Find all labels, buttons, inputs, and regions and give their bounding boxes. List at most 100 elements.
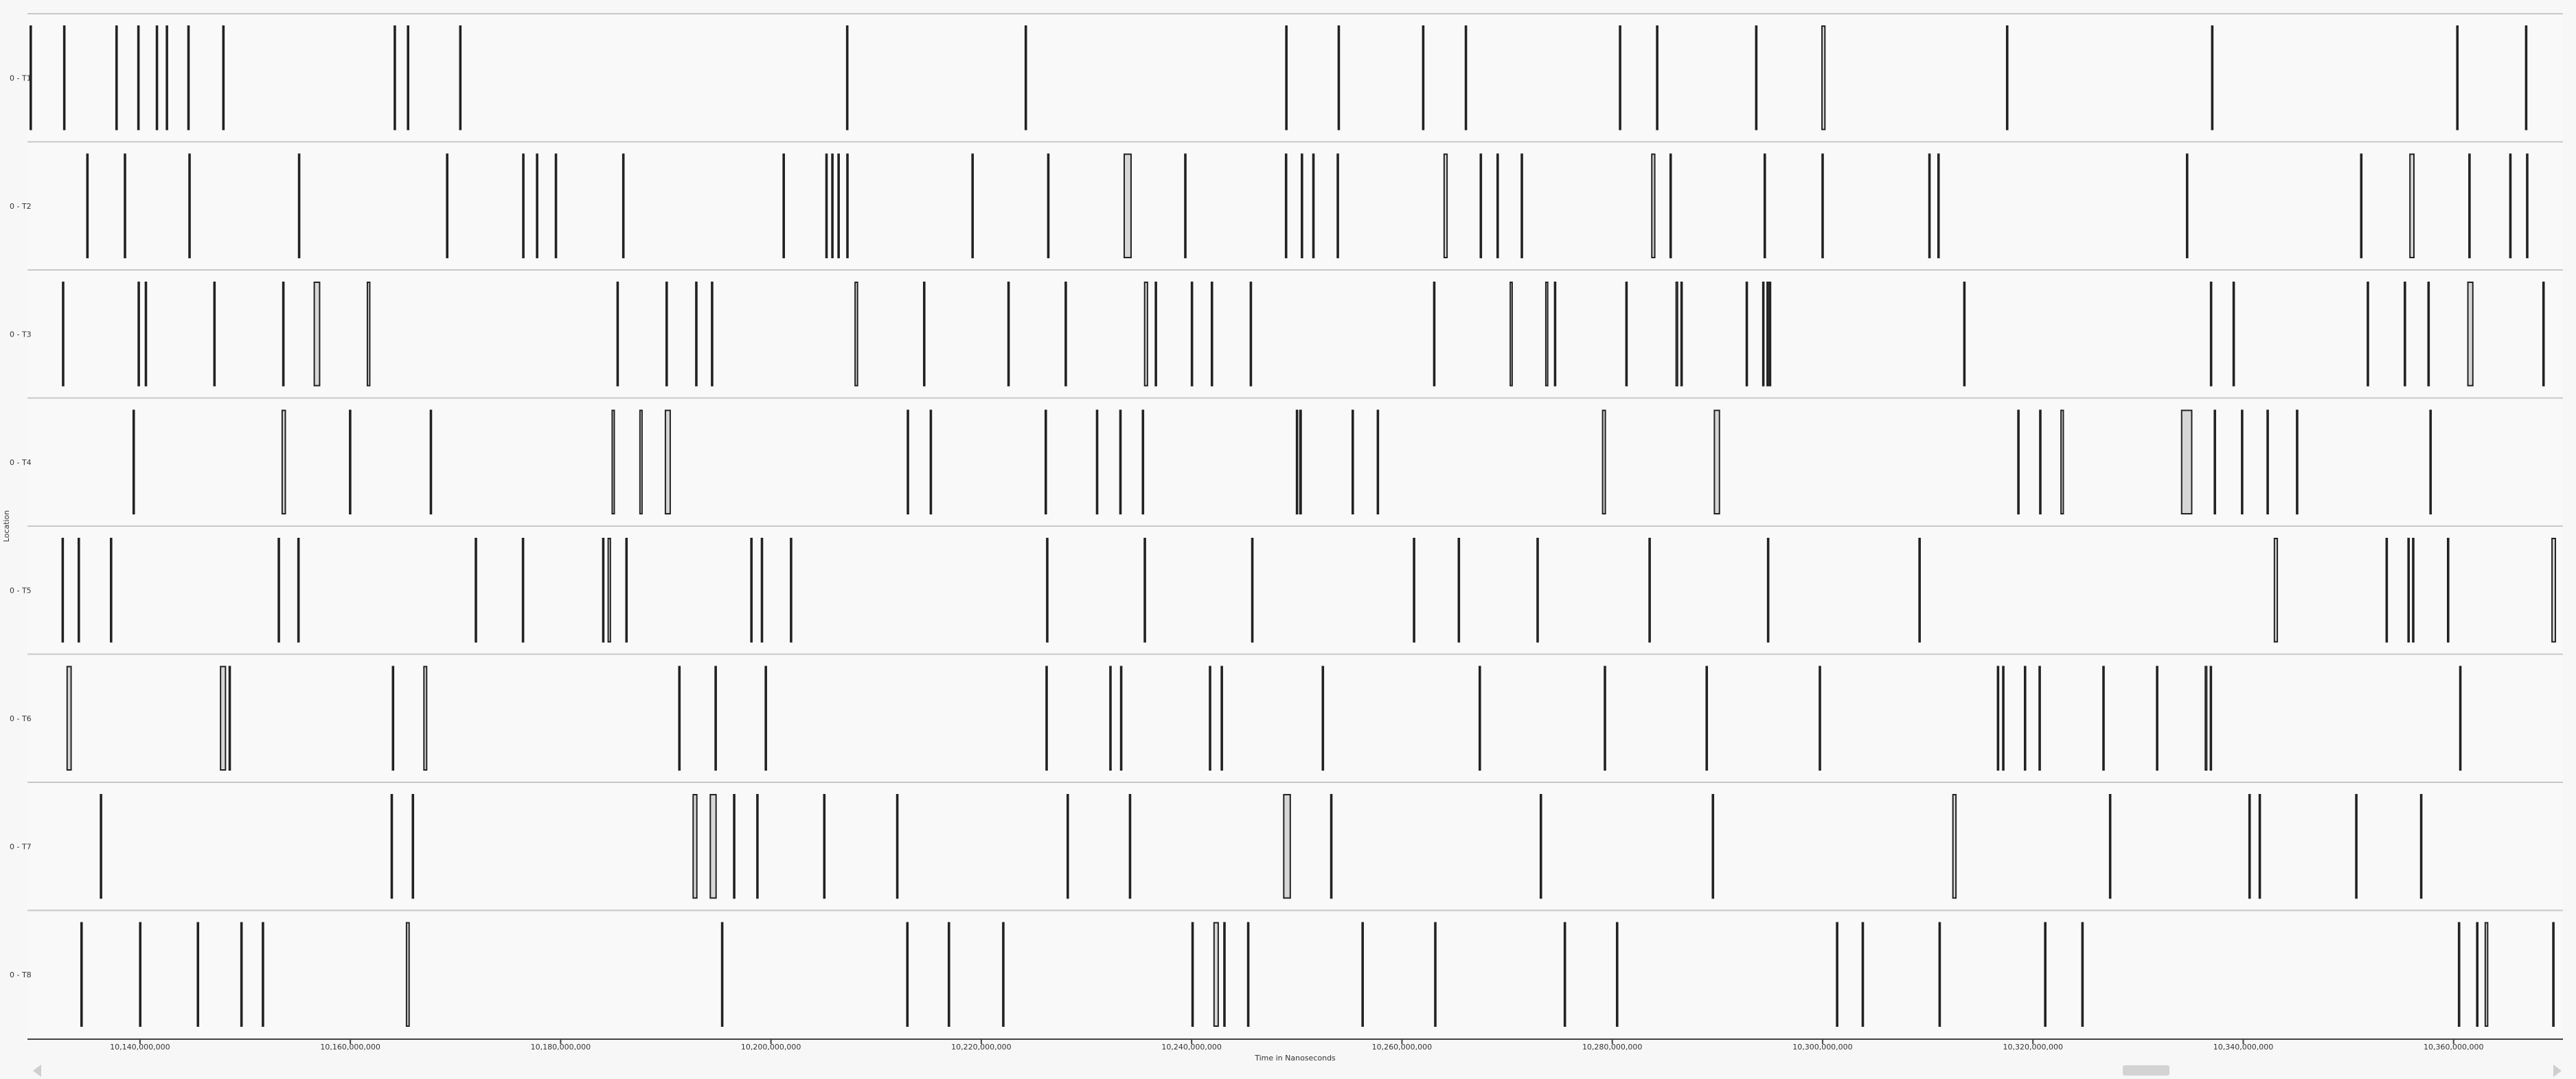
event-mark[interactable] xyxy=(2551,538,2556,643)
event-mark[interactable] xyxy=(1128,794,1132,899)
event-mark[interactable] xyxy=(1295,409,1299,514)
event-mark[interactable] xyxy=(196,922,200,1027)
event-mark[interactable] xyxy=(137,25,140,130)
event-mark[interactable] xyxy=(1705,666,1709,771)
event-mark[interactable] xyxy=(132,409,135,514)
event-mark[interactable] xyxy=(837,153,840,258)
event-mark[interactable] xyxy=(1045,666,1048,771)
event-mark[interactable] xyxy=(1928,153,1931,258)
event-mark[interactable] xyxy=(1755,25,1758,130)
event-mark[interactable] xyxy=(1836,922,1838,1027)
event-mark[interactable] xyxy=(1095,409,1099,514)
event-mark[interactable] xyxy=(720,922,724,1027)
event-mark[interactable] xyxy=(2248,794,2251,899)
event-mark[interactable] xyxy=(971,153,974,258)
event-mark[interactable] xyxy=(1602,409,1606,514)
event-mark[interactable] xyxy=(2209,666,2213,771)
event-mark[interactable] xyxy=(166,25,168,130)
event-mark[interactable] xyxy=(845,25,849,130)
event-mark[interactable] xyxy=(1938,922,1941,1027)
event-mark[interactable] xyxy=(1191,922,1194,1027)
event-mark[interactable] xyxy=(929,409,933,514)
event-mark[interactable] xyxy=(124,153,126,258)
event-mark[interactable] xyxy=(2258,794,2261,899)
event-mark[interactable] xyxy=(2185,153,2189,258)
event-mark[interactable] xyxy=(782,153,786,258)
event-mark[interactable] xyxy=(1619,25,1621,130)
event-mark[interactable] xyxy=(2385,538,2389,643)
event-mark[interactable] xyxy=(429,409,433,514)
event-mark[interactable] xyxy=(2526,153,2529,258)
event-mark[interactable] xyxy=(1675,282,1678,387)
event-mark[interactable] xyxy=(1745,282,1748,387)
event-mark[interactable] xyxy=(29,25,32,130)
event-mark[interactable] xyxy=(1996,666,2000,771)
event-mark[interactable] xyxy=(1285,25,1288,130)
event-mark[interactable] xyxy=(407,25,410,130)
event-mark[interactable] xyxy=(622,153,625,258)
event-mark[interactable] xyxy=(1047,153,1050,258)
event-mark[interactable] xyxy=(62,282,65,387)
event-mark[interactable] xyxy=(1963,282,1966,387)
event-mark[interactable] xyxy=(2407,538,2410,643)
event-mark[interactable] xyxy=(1648,538,1651,643)
event-mark[interactable] xyxy=(2484,922,2489,1027)
event-mark[interactable] xyxy=(2273,538,2279,643)
event-mark[interactable] xyxy=(2213,409,2216,514)
event-mark[interactable] xyxy=(144,282,148,387)
horizontal-scrollbar[interactable] xyxy=(27,1063,2562,1078)
event-mark[interactable] xyxy=(2360,153,2363,258)
event-mark[interactable] xyxy=(2211,25,2214,130)
event-mark[interactable] xyxy=(2005,25,2009,130)
event-mark[interactable] xyxy=(1443,153,1448,258)
event-mark[interactable] xyxy=(790,538,793,643)
event-mark[interactable] xyxy=(1210,282,1213,387)
event-mark[interactable] xyxy=(714,666,717,771)
event-mark[interactable] xyxy=(2266,409,2269,514)
event-mark[interactable] xyxy=(1457,538,1461,643)
event-mark[interactable] xyxy=(282,282,285,387)
event-mark[interactable] xyxy=(1184,153,1187,258)
event-mark[interactable] xyxy=(602,538,605,643)
event-mark[interactable] xyxy=(1321,666,1325,771)
event-mark[interactable] xyxy=(2002,666,2005,771)
event-mark[interactable] xyxy=(2429,409,2432,514)
event-mark[interactable] xyxy=(86,153,89,258)
event-mark[interactable] xyxy=(1520,153,1523,258)
event-mark[interactable] xyxy=(1064,282,1067,387)
event-mark[interactable] xyxy=(1284,153,1288,258)
event-mark[interactable] xyxy=(1651,153,1656,258)
event-mark[interactable] xyxy=(277,538,280,643)
event-mark[interactable] xyxy=(1124,153,1132,258)
event-mark[interactable] xyxy=(695,282,698,387)
event-mark[interactable] xyxy=(1213,922,1219,1027)
event-mark[interactable] xyxy=(1301,153,1303,258)
event-mark[interactable] xyxy=(222,25,225,130)
event-mark[interactable] xyxy=(313,282,321,387)
event-mark[interactable] xyxy=(1763,153,1766,258)
event-mark[interactable] xyxy=(1299,409,1302,514)
event-mark[interactable] xyxy=(1433,282,1436,387)
event-mark[interactable] xyxy=(1861,922,1865,1027)
event-mark[interactable] xyxy=(2232,282,2235,387)
event-mark[interactable] xyxy=(756,794,759,899)
event-mark[interactable] xyxy=(1312,153,1315,258)
event-mark[interactable] xyxy=(459,25,462,130)
event-mark[interactable] xyxy=(678,666,681,771)
event-mark[interactable] xyxy=(854,282,858,387)
event-mark[interactable] xyxy=(846,153,849,258)
event-mark[interactable] xyxy=(1154,282,1157,387)
event-mark[interactable] xyxy=(1464,25,1468,130)
event-mark[interactable] xyxy=(1625,282,1628,387)
event-mark[interactable] xyxy=(896,794,899,899)
event-mark[interactable] xyxy=(733,794,736,899)
event-mark[interactable] xyxy=(66,666,72,771)
event-mark[interactable] xyxy=(1768,282,1772,387)
event-mark[interactable] xyxy=(2552,922,2555,1027)
event-mark[interactable] xyxy=(1143,282,1148,387)
event-mark[interactable] xyxy=(390,794,394,899)
event-mark[interactable] xyxy=(1478,666,1481,771)
event-mark[interactable] xyxy=(155,25,159,130)
event-mark[interactable] xyxy=(1046,538,1049,643)
event-mark[interactable] xyxy=(391,666,395,771)
